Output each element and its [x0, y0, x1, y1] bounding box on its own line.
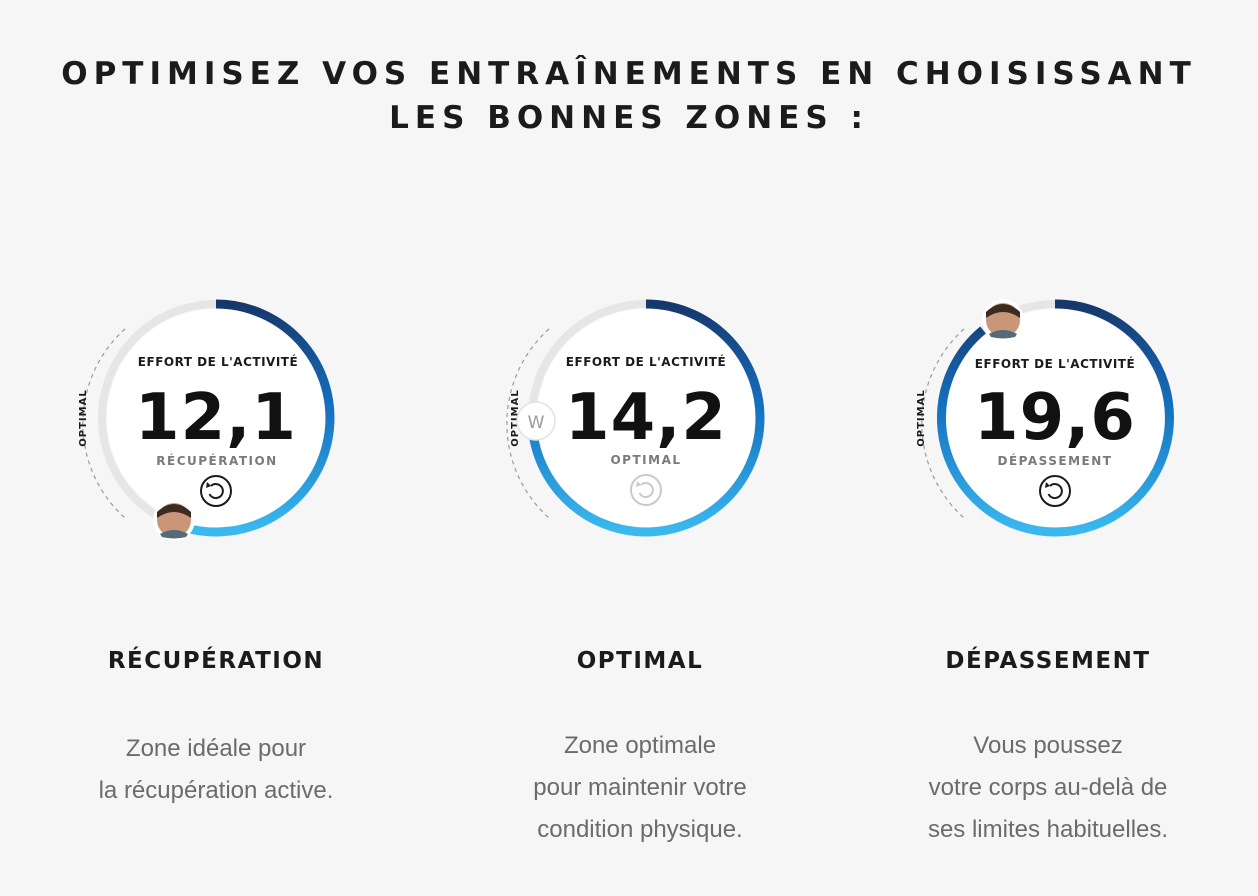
- zone-optimal: OPTIMAL EFFORT DE L'ACTIVITÉ 14,2 OPTIMA…: [430, 0, 850, 896]
- gauge-progress-arc: [527, 299, 765, 537]
- gauge-label: EFFORT DE L'ACTIVITÉ: [566, 354, 726, 369]
- gauge-status: OPTIMAL: [610, 453, 681, 467]
- zone-description: Vous poussez votre corps au-delà de ses …: [838, 725, 1258, 851]
- gauge-value: 19,6: [974, 381, 1136, 455]
- description-line: votre corps au-delà de: [928, 774, 1168, 801]
- page-headline: OPTIMISEZ VOS ENTRAÎNEMENTS EN CHOISISSA…: [0, 52, 1258, 140]
- optimal-range-arc: [921, 328, 965, 519]
- gauge-progress-arc: [172, 299, 335, 537]
- gauge-face: [537, 309, 755, 527]
- gauge-label: EFFORT DE L'ACTIVITÉ: [138, 354, 298, 369]
- gauge-face: [946, 309, 1164, 527]
- optimal-range-arc: [82, 328, 126, 519]
- zone-depassement: OPTIMAL EFFORT DE L'ACTIVITÉ 19,6 DÉPASS…: [838, 0, 1258, 896]
- zone-recuperation: OPTIMAL EFFORT DE L'ACTIVITÉ 12,1 RÉCUPÉ…: [6, 0, 426, 896]
- zone-description: Zone optimale pour maintenir votre condi…: [430, 725, 850, 851]
- gauge-face: [107, 309, 325, 527]
- refresh-icon[interactable]: [200, 475, 232, 507]
- gauge-label: EFFORT DE L'ACTIVITÉ: [975, 356, 1135, 371]
- gauge-status: DÉPASSEMENT: [998, 453, 1113, 468]
- zone-description: Zone idéale pour la récupération active.: [6, 728, 426, 812]
- effort-gauge-depassement: OPTIMAL EFFORT DE L'ACTIVITÉ 19,6 DÉPASS…: [916, 299, 1174, 537]
- description-line: Zone idéale pour: [125, 735, 307, 762]
- refresh-icon[interactable]: [630, 474, 662, 506]
- effort-gauge-optimal: OPTIMAL EFFORT DE L'ACTIVITÉ 14,2 OPTIMA…: [506, 299, 765, 537]
- avatar: [982, 299, 1024, 341]
- description-line: ses limites habituelles.: [927, 816, 1169, 843]
- side-label-optimal: OPTIMAL: [916, 389, 927, 446]
- zone-title: OPTIMAL: [576, 648, 704, 674]
- headline-line-1: OPTIMISEZ VOS ENTRAÎNEMENTS EN CHOISISSA…: [61, 56, 1197, 92]
- gauge-progress-arc: [937, 299, 1174, 537]
- headline-line-2: LES BONNES ZONES :: [389, 100, 869, 136]
- gauge-value: 12,1: [135, 381, 297, 455]
- side-label-optimal: OPTIMAL: [510, 389, 521, 446]
- refresh-icon[interactable]: [1039, 475, 1071, 507]
- description-line: pour maintenir votre: [533, 774, 747, 801]
- effort-gauge-recuperation: OPTIMAL EFFORT DE L'ACTIVITÉ 12,1 RÉCUPÉ…: [78, 299, 335, 541]
- description-line: Zone optimale: [563, 732, 717, 759]
- optimal-range-arc: [506, 328, 550, 519]
- w-marker: W: [516, 401, 556, 441]
- description-line: condition physique.: [537, 816, 743, 843]
- zone-title: DÉPASSEMENT: [945, 648, 1151, 674]
- zone-title: RÉCUPÉRATION: [107, 648, 325, 674]
- gauge-status: RÉCUPÉRATION: [156, 453, 277, 468]
- description-line: Vous poussez: [973, 732, 1123, 759]
- avatar: [153, 499, 195, 541]
- description-line: la récupération active.: [98, 777, 334, 804]
- gauge-value: 14,2: [565, 381, 727, 455]
- w-marker-label: W: [528, 413, 545, 433]
- side-label-optimal: OPTIMAL: [78, 389, 89, 446]
